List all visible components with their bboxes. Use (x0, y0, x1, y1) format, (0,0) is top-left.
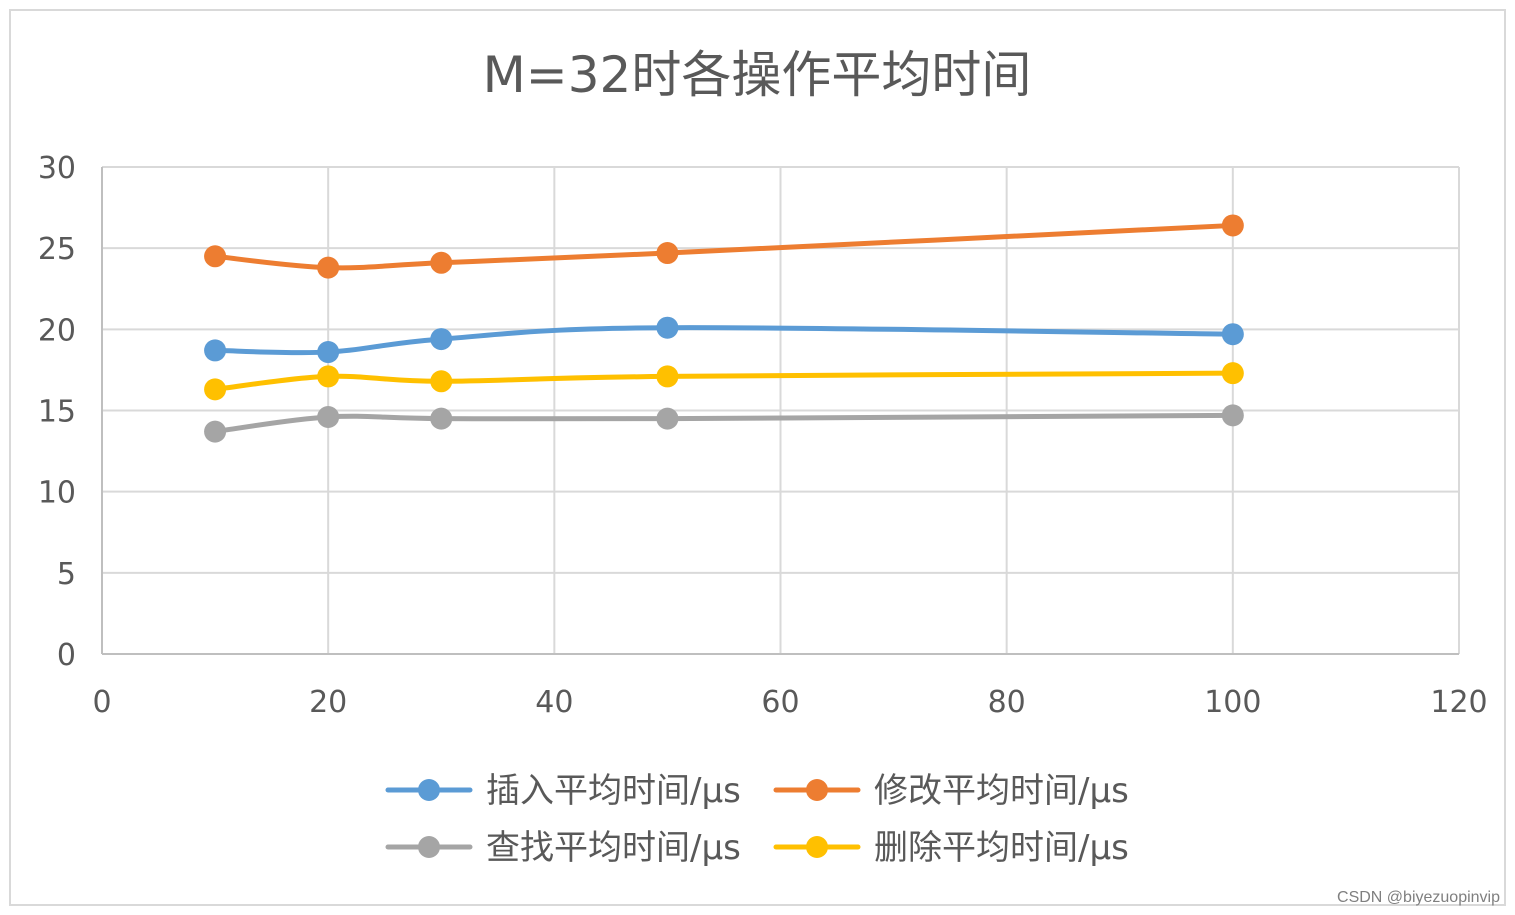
legend: 插入平均时间/μs 修改平均时间/μs 查找平均时间/μs 删除平均时间/μs (385, 771, 1129, 868)
y-tick-label: 30 (38, 151, 76, 186)
data-point (656, 316, 679, 339)
data-point (204, 420, 227, 443)
x-tick-label: 20 (309, 685, 347, 720)
y-tick-label: 20 (38, 313, 76, 348)
data-point (1221, 214, 1244, 237)
data-point (656, 242, 679, 265)
data-point (204, 378, 227, 401)
legend-swatch-marker (806, 779, 828, 801)
data-point (204, 245, 227, 268)
legend-label: 插入平均时间/μs (486, 771, 741, 811)
legend-entry: 修改平均时间/μs (773, 771, 1129, 811)
watermark: CSDN @biyezuopinvip (1337, 889, 1500, 906)
y-tick-label: 10 (38, 476, 76, 511)
x-tick-label: 100 (1204, 685, 1261, 720)
legend-label: 查找平均时间/μs (486, 828, 741, 868)
x-tick-label: 60 (761, 685, 799, 720)
axes: 0 5 10 15 20 25 30 0 20 40 60 80 100 120 (38, 151, 1488, 720)
legend-entry: 查找平均时间/μs (385, 828, 741, 868)
y-tick-label: 0 (57, 638, 76, 673)
legend-entry: 插入平均时间/μs (385, 771, 741, 811)
chart-frame (9, 9, 1506, 906)
x-tick-label: 120 (1430, 685, 1487, 720)
x-tick-label: 40 (535, 685, 573, 720)
legend-entry: 删除平均时间/μs (773, 828, 1129, 868)
y-tick-label: 25 (38, 232, 76, 267)
data-point (317, 365, 340, 388)
data-point (1221, 362, 1244, 385)
y-tick-label: 5 (57, 557, 76, 592)
data-point (317, 405, 340, 428)
legend-swatch-marker (418, 836, 440, 858)
data-point (656, 407, 679, 430)
series-line (212, 222, 1236, 271)
data-point (1221, 323, 1244, 346)
series-0 (204, 316, 1244, 364)
series-3 (204, 362, 1244, 401)
series-line (212, 370, 1236, 392)
series-2 (204, 404, 1244, 443)
data-point (317, 341, 340, 364)
series-1 (204, 214, 1244, 279)
legend-swatch-marker (418, 779, 440, 801)
y-tick-label: 15 (38, 395, 76, 430)
x-tick-label: 80 (988, 685, 1026, 720)
data-point (430, 407, 453, 430)
data-point (430, 251, 453, 274)
data-point (317, 256, 340, 279)
legend-swatch-marker (806, 836, 828, 858)
grid (102, 166, 1460, 654)
data-point (1221, 404, 1244, 427)
series-line (212, 412, 1236, 435)
data-point (430, 370, 453, 393)
data-point (430, 328, 453, 351)
legend-label: 删除平均时间/μs (874, 828, 1129, 868)
x-tick-label: 0 (92, 685, 111, 720)
data-point (204, 339, 227, 362)
chart-title: M=32时各操作平均时间 (483, 46, 1032, 104)
data-point (656, 365, 679, 388)
legend-label: 修改平均时间/μs (874, 771, 1129, 811)
series (204, 214, 1244, 443)
series-line (212, 325, 1236, 356)
